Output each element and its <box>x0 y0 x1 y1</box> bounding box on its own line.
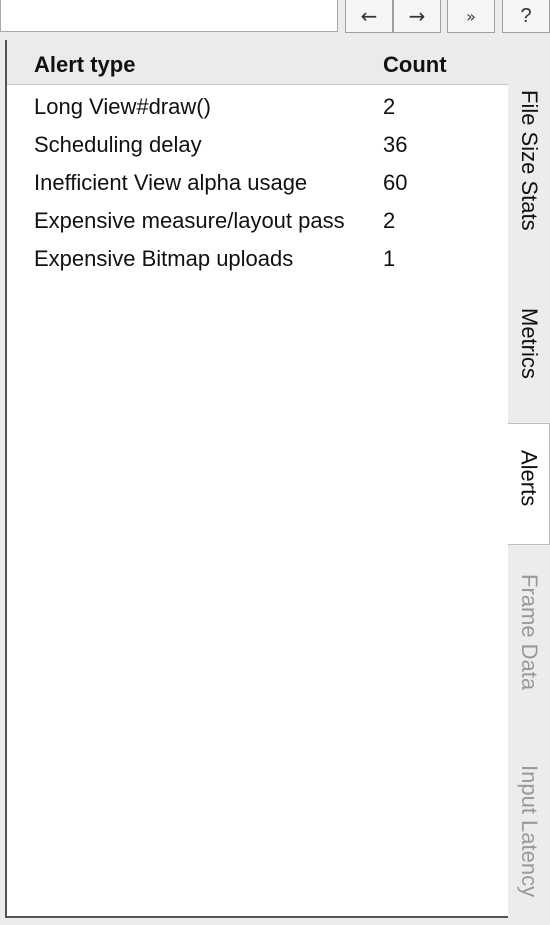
column-header-count[interactable]: Count <box>383 52 447 77</box>
table-body: Long View#draw() 2 Scheduling delay 36 I… <box>7 86 508 276</box>
alert-type-cell: Expensive measure/layout pass <box>34 208 345 233</box>
column-header-alert-type[interactable]: Alert type <box>34 52 136 77</box>
back-button[interactable]: ← <box>345 0 393 33</box>
alert-type-cell: Inefficient View alpha usage <box>34 170 308 195</box>
count-cell: 1 <box>383 246 396 271</box>
tab-label: File Size Stats <box>517 90 542 231</box>
tab-metrics[interactable]: Metrics <box>508 308 550 418</box>
search-input[interactable] <box>0 0 338 32</box>
more-button[interactable]: » <box>447 0 495 33</box>
side-tabs: File Size Stats Metrics Alerts Frame Dat… <box>508 40 550 918</box>
alert-type-cell: Long View#draw() <box>34 94 211 119</box>
table-row[interactable]: Expensive Bitmap uploads 1 <box>7 238 508 276</box>
tab-input-latency[interactable]: Input Latency <box>508 765 550 925</box>
double-chevron-right-icon: » <box>466 6 476 26</box>
table-row[interactable]: Expensive measure/layout pass 2 <box>7 200 508 238</box>
count-cell: 36 <box>383 132 408 157</box>
tab-label: Alerts <box>516 450 542 507</box>
table-row[interactable]: Long View#draw() 2 <box>7 86 508 124</box>
tab-file-size-stats[interactable]: File Size Stats <box>508 90 550 300</box>
arrow-left-icon: ← <box>360 4 378 28</box>
alert-type-cell: Expensive Bitmap uploads <box>34 246 294 271</box>
alert-type-cell: Scheduling delay <box>34 132 202 157</box>
tab-label: Frame Data <box>517 574 542 691</box>
table-row[interactable]: Scheduling delay 36 <box>7 124 508 162</box>
help-icon: ? <box>520 4 532 27</box>
tab-alerts[interactable]: Alerts <box>508 423 550 545</box>
count-cell: 60 <box>383 170 408 195</box>
forward-button[interactable]: → <box>393 0 441 33</box>
table-header: Alert type Count <box>7 40 508 85</box>
count-cell: 2 <box>383 208 396 233</box>
tab-frame-data[interactable]: Frame Data <box>508 574 550 724</box>
toolbar: ← → » ? <box>0 0 550 36</box>
arrow-right-icon: → <box>408 4 426 28</box>
table-row[interactable]: Inefficient View alpha usage 60 <box>7 162 508 200</box>
alerts-panel: Alert type Count Long View#draw() 2 Sche… <box>5 40 508 918</box>
tab-label: Metrics <box>517 308 542 379</box>
count-cell: 2 <box>383 94 396 119</box>
tab-label: Input Latency <box>517 765 542 898</box>
help-button[interactable]: ? <box>502 0 550 33</box>
